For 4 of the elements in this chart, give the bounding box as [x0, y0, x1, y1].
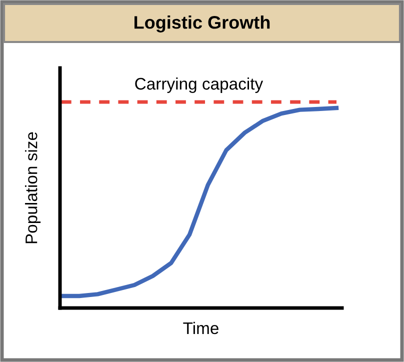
y-axis-title: Population size [25, 132, 41, 244]
x-axis-title: Time [183, 322, 218, 334]
chart-title: Logistic Growth [134, 16, 270, 32]
ref-line-label: Carrying capacity [135, 77, 264, 93]
